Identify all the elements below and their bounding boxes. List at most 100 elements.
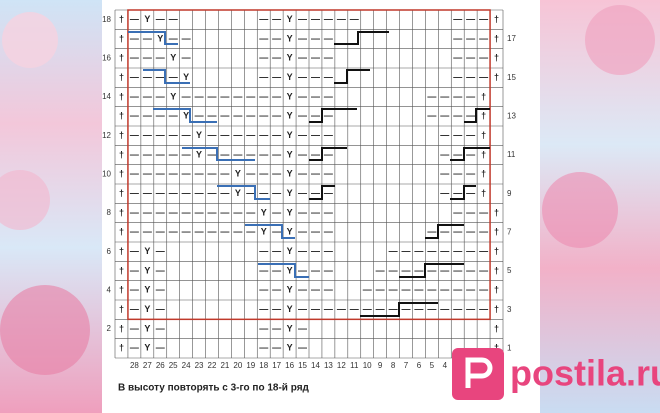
column-label: 18 [259, 361, 268, 370]
cell-symbol: — [453, 207, 462, 217]
stair-line [217, 185, 270, 200]
column-label: 22 [208, 361, 217, 370]
column-label: 21 [220, 361, 229, 370]
cell-symbol: — [130, 227, 139, 237]
cell-symbol: — [156, 111, 165, 121]
cell-symbol: † [119, 169, 124, 179]
column-label: 12 [337, 361, 346, 370]
cell-symbol: — [479, 33, 488, 43]
cell-symbol: — [311, 188, 320, 198]
cell-symbol: — [376, 304, 385, 314]
cell-symbol: — [130, 91, 139, 101]
cell-symbol: — [453, 304, 462, 314]
cell-symbol: — [156, 169, 165, 179]
cell-symbol: — [156, 265, 165, 275]
cell-symbol: — [324, 207, 333, 217]
cell-symbol: — [440, 227, 449, 237]
cell-symbol: Y [287, 188, 293, 198]
cell-symbol: — [259, 91, 268, 101]
column-label: 13 [324, 361, 333, 370]
cell-symbol: — [298, 285, 307, 295]
cell-symbol: — [246, 149, 255, 159]
cell-symbol: — [195, 188, 204, 198]
row-label: 15 [507, 73, 516, 82]
cell-symbol: — [233, 227, 242, 237]
cell-symbol: Y [287, 130, 293, 140]
cell-symbol: — [466, 149, 475, 159]
cell-symbol: — [389, 246, 398, 256]
cell-symbol: — [169, 169, 178, 179]
cell-symbol: — [143, 149, 152, 159]
cell-symbol: — [259, 72, 268, 82]
cell-symbol: — [324, 14, 333, 24]
cell-symbol: — [130, 169, 139, 179]
caption: В высоту повторять с 3-го по 18-й ряд [118, 383, 310, 394]
cell-symbol: — [259, 304, 268, 314]
cell-symbol: † [481, 91, 486, 101]
column-label: 16 [285, 361, 294, 370]
cell-symbol: — [130, 323, 139, 333]
cell-symbol: — [311, 14, 320, 24]
cell-symbol: — [195, 111, 204, 121]
cell-symbol: — [298, 53, 307, 63]
cell-symbol: — [414, 285, 423, 295]
cell-symbol: † [494, 14, 499, 24]
stair-line [425, 224, 464, 239]
cell-symbol: — [246, 207, 255, 217]
cell-symbol: — [272, 343, 281, 353]
cell-symbol: — [453, 265, 462, 275]
cell-symbol: — [208, 130, 217, 140]
cell-symbol: Y [235, 188, 241, 198]
stair-line [334, 69, 370, 84]
cell-symbol: — [246, 111, 255, 121]
cell-symbol: — [453, 227, 462, 237]
cell-symbol: — [220, 149, 229, 159]
cell-symbol: — [324, 169, 333, 179]
cell-symbol: — [402, 285, 411, 295]
column-label: 27 [143, 361, 152, 370]
cell-symbol: — [440, 265, 449, 275]
cell-symbol: Y [287, 169, 293, 179]
cell-symbol: — [259, 14, 268, 24]
flower [542, 172, 618, 248]
cell-symbol: — [259, 265, 268, 275]
cell-symbol: — [311, 285, 320, 295]
column-label: 4 [443, 361, 448, 370]
cell-symbol: — [298, 169, 307, 179]
cell-symbol: † [481, 169, 486, 179]
row-label: 14 [102, 92, 111, 101]
cell-symbol: — [195, 227, 204, 237]
cell-symbol: — [298, 304, 307, 314]
cell-symbol: — [130, 72, 139, 82]
cell-symbol: — [182, 149, 191, 159]
cell-symbol: — [298, 246, 307, 256]
cell-symbol: — [389, 285, 398, 295]
cell-symbol: — [220, 169, 229, 179]
cell-symbol: — [466, 14, 475, 24]
cell-symbol: — [259, 169, 268, 179]
cell-symbol: — [466, 33, 475, 43]
cell-symbol: — [143, 169, 152, 179]
row-label: 16 [102, 53, 111, 62]
cell-symbol: — [208, 188, 217, 198]
stair-line [450, 147, 490, 161]
logo-glyph [465, 357, 493, 388]
cell-symbol: — [414, 246, 423, 256]
cell-symbol: — [402, 246, 411, 256]
cell-symbol: Y [235, 169, 241, 179]
cell-symbol: — [169, 14, 178, 24]
cell-symbol: — [311, 207, 320, 217]
cell-symbol: — [143, 227, 152, 237]
cell-symbol: — [143, 91, 152, 101]
cell-symbol: Y [196, 130, 202, 140]
column-label: 15 [298, 361, 307, 370]
cell-symbol: — [453, 91, 462, 101]
cell-symbol: — [259, 285, 268, 295]
cell-symbol: — [259, 130, 268, 140]
cell-symbol: — [272, 72, 281, 82]
cell-symbol: — [272, 130, 281, 140]
cell-symbol: Y [183, 111, 189, 121]
row-label: 5 [507, 266, 512, 275]
cell-symbol: — [272, 304, 281, 314]
cell-symbol: — [156, 149, 165, 159]
